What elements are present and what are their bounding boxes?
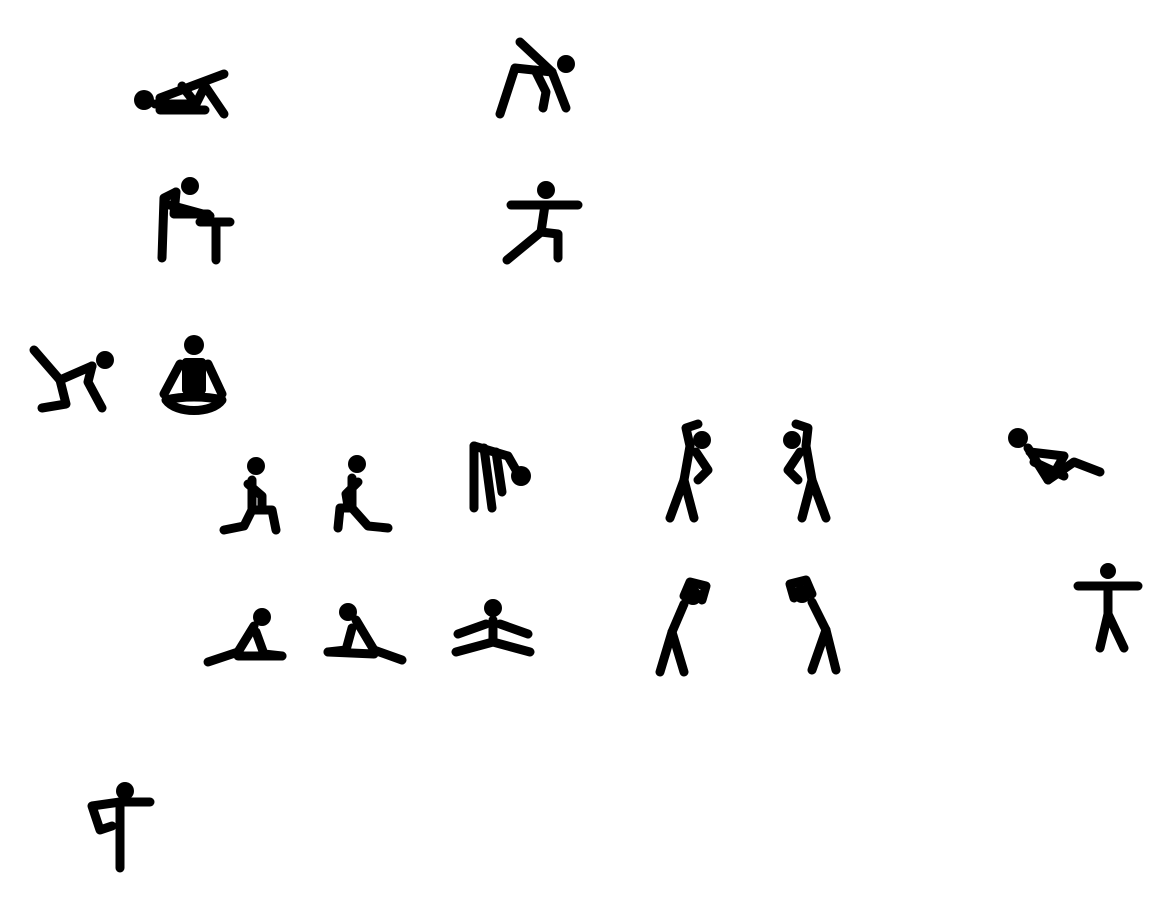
lotus-meditation-icon: [159, 335, 227, 415]
standing-side-bend-arm-up-icon: [495, 37, 575, 119]
overhead-side-stretch-right-icon: [655, 577, 711, 677]
hamstring-stretch-on-table-icon: [157, 177, 235, 265]
sit-up-crunch-icon: [1008, 428, 1105, 485]
seated-hamstring-stretch-left-icon: [203, 608, 287, 667]
kneeling-lunge-right-icon: [333, 455, 393, 533]
seated-hamstring-stretch-right-icon: [323, 603, 407, 665]
overhead-side-stretch-left-icon: [785, 575, 841, 675]
straddle-split-icon: [451, 599, 535, 657]
lying-knee-hug-stretch-icon: [134, 69, 229, 119]
donkey-kick-icon: [29, 345, 114, 413]
forward-bend-icon: [469, 441, 531, 513]
standing-quad-stretch-icon: [87, 782, 155, 873]
kneeling-lunge-left-icon: [219, 457, 281, 535]
warrior-pose-icon: [502, 181, 583, 265]
side-bend-left-icon: [783, 419, 831, 523]
side-bend-right-icon: [665, 419, 713, 523]
t-pose-standing-icon: [1073, 563, 1143, 653]
